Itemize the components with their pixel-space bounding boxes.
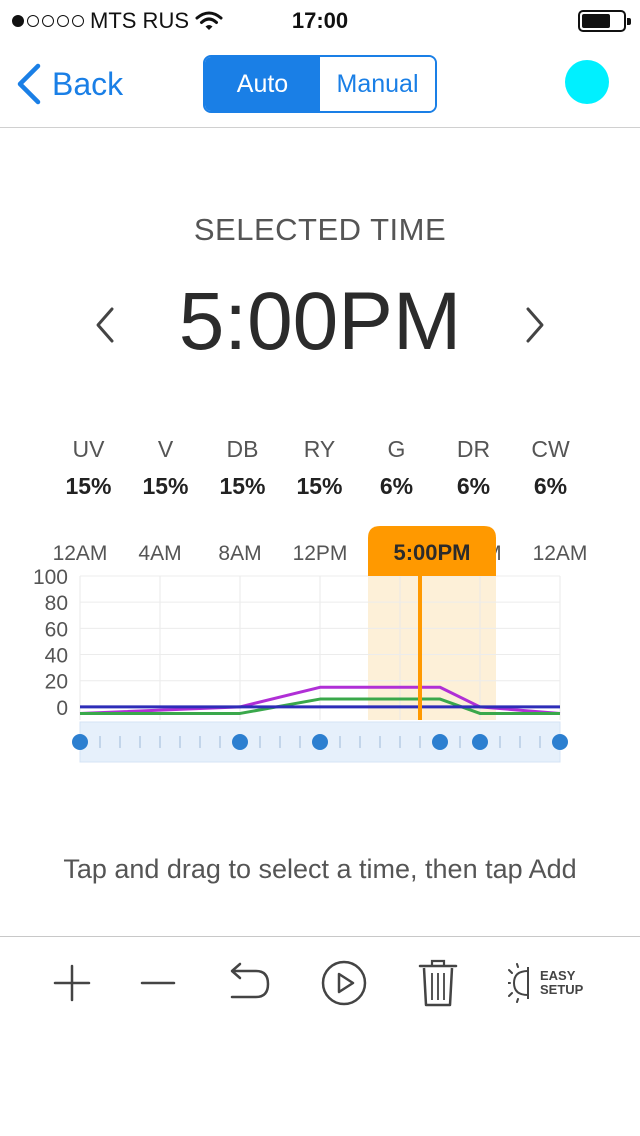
channel-value: 15% (142, 473, 189, 499)
y-tick-label: 0 (56, 697, 68, 720)
time-selector: 5:00PM (0, 275, 640, 375)
selection-band (368, 576, 496, 720)
chevron-left-icon (17, 63, 41, 105)
timeline-point[interactable] (312, 734, 328, 750)
delete-button[interactable] (410, 955, 466, 1011)
mode-segmented-control: Auto Manual (203, 55, 437, 113)
timeline-point[interactable] (72, 734, 88, 750)
channel-name: DR (456, 436, 491, 462)
channel-db: DB 15% (204, 436, 281, 500)
hint-text: Tap and drag to select a time, then tap … (63, 854, 577, 884)
bottom-toolbar: EASY SETUP (0, 936, 640, 1026)
channel-value: 6% (456, 473, 491, 499)
channel-value: 15% (296, 473, 343, 499)
channel-cw: CW 6% (512, 436, 589, 500)
channel-value: 6% (379, 473, 414, 499)
timeline-point[interactable] (552, 734, 568, 750)
easy-setup-line1: EASY (540, 968, 576, 983)
carrier-info: MTS RUS (12, 8, 223, 34)
selected-time-label: SELECTED TIME (193, 212, 447, 247)
channel-name: G (387, 436, 406, 462)
timeline-point[interactable] (232, 734, 248, 750)
play-icon (321, 960, 367, 1006)
back-button[interactable]: Back (14, 62, 123, 106)
status-bar: MTS RUS 17:00 (0, 0, 640, 40)
y-tick-label: 20 (45, 671, 68, 694)
play-button[interactable] (316, 955, 372, 1011)
trash-icon (418, 959, 458, 1007)
channel-name: RY (303, 436, 336, 462)
minus-icon (140, 981, 176, 985)
segment-manual[interactable]: Manual (320, 57, 435, 111)
next-time-button[interactable] (520, 303, 550, 347)
signal-strength-icon (12, 15, 84, 27)
channel-values: UV 15% V 15% DB 15% RY 15% G 6% DR 6% CW 6% (50, 436, 600, 500)
back-label: Back (52, 65, 124, 102)
easy-setup-icon (508, 963, 529, 1003)
channel-value: 6% (533, 473, 568, 499)
timeline-point[interactable] (432, 734, 448, 750)
segment-auto[interactable]: Auto (205, 57, 320, 111)
channel-name: V (157, 436, 174, 462)
easy-setup-label: EASY SETUP (540, 969, 583, 997)
carrier-name: MTS RUS (90, 8, 189, 33)
channel-value: 15% (219, 473, 266, 499)
channel-name: CW (531, 436, 570, 462)
timeline-point[interactable] (472, 734, 488, 750)
selected-time-tab (368, 526, 496, 576)
y-tick-label: 40 (45, 645, 68, 668)
y-tick-label: 80 (45, 592, 68, 615)
undo-icon (230, 962, 270, 999)
schedule-chart[interactable]: 12AM4AM8AM12PM4PM8PM12AM1008060402005:00… (0, 520, 640, 770)
connection-status-indicator[interactable] (565, 60, 609, 104)
plus-icon (53, 964, 91, 1002)
channel-dr: DR 6% (435, 436, 512, 500)
nav-bar: Back Auto Manual (0, 40, 640, 128)
clock: 17:00 (291, 8, 349, 33)
x-tick-label: 4AM (138, 542, 181, 565)
x-tick-label: 12AM (533, 542, 588, 565)
y-tick-label: 100 (33, 566, 68, 589)
x-tick-label: 12PM (293, 542, 348, 565)
easy-setup-line2: SETUP (540, 982, 584, 997)
x-tick-label: 8AM (218, 542, 261, 565)
y-tick-label: 60 (45, 618, 68, 641)
channel-uv: UV 15% (50, 436, 127, 500)
add-button[interactable] (44, 955, 100, 1011)
wifi-icon (195, 11, 223, 30)
x-tick-label: 12AM (53, 542, 108, 565)
undo-button[interactable] (219, 955, 275, 1011)
previous-time-button[interactable] (90, 303, 120, 347)
channel-name: UV (72, 436, 105, 462)
channel-ry: RY 15% (281, 436, 358, 500)
channel-value: 15% (65, 473, 112, 499)
remove-button[interactable] (130, 955, 186, 1011)
selected-time-tab-label: 5:00PM (393, 540, 470, 565)
channel-g: G 6% (358, 436, 435, 500)
easy-setup-button[interactable]: EASY SETUP (508, 963, 583, 1003)
channel-name: DB (226, 436, 259, 462)
selected-time-value: 5:00PM (178, 276, 462, 367)
channel-v: V 15% (127, 436, 204, 500)
series-line-1 (80, 697, 560, 715)
battery-icon (578, 10, 631, 32)
